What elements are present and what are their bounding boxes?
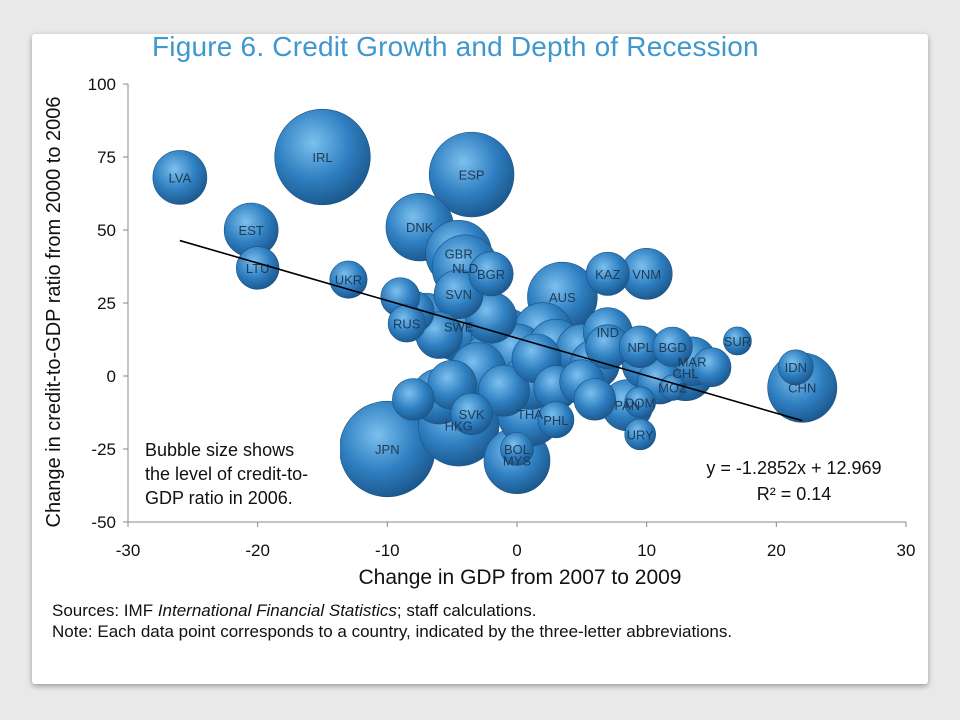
x-axis-label: Change in GDP from 2007 to 2009: [359, 566, 682, 589]
x-tick-label: 0: [512, 541, 521, 560]
bubble-label-mar: MAR: [678, 354, 707, 369]
bubble-label-bgd: BGD: [659, 340, 687, 355]
bubble: [392, 378, 435, 421]
bubble-label-sur: SUR: [724, 334, 751, 349]
y-tick-label: 100: [88, 75, 116, 94]
bubble-label-tha: THA: [517, 407, 543, 422]
bubble-dom: [624, 386, 656, 419]
bubble-rus: [387, 304, 426, 343]
bubble-phl: [537, 401, 575, 439]
x-tick-label: 30: [897, 541, 916, 560]
y-tick-label: 0: [107, 367, 116, 386]
bubble-ukr: [329, 260, 368, 299]
sources-italic: International Financial Statistics: [157, 601, 397, 620]
trend-line: [179, 239, 803, 422]
bubble: [478, 364, 530, 417]
bubble-label-bol: BOL: [504, 442, 530, 457]
bubble-label-lva: LVA: [169, 170, 192, 185]
bubble-label-mys: MYS: [503, 454, 532, 469]
annotation-line-1: Bubble size shows: [145, 440, 294, 460]
bubble-label-dnk: DNK: [406, 220, 434, 235]
bubble-label-aus: AUS: [549, 290, 576, 305]
x-tick-label: -20: [245, 541, 270, 560]
sources-line: Sources: IMF International Financial Sta…: [52, 600, 732, 621]
bubble-label-gbr: GBR: [445, 246, 473, 261]
x-tick-labels: -30 -20 -10 0 10 20 30: [116, 522, 916, 560]
note-line: Note: Each data point corresponds to a c…: [52, 622, 733, 641]
bubble-sur: [723, 326, 752, 356]
bubble-ltu: [235, 246, 280, 290]
bubble-label-rus: RUS: [393, 316, 421, 331]
bubble-bgd: [652, 326, 693, 367]
bubble-layer: [152, 108, 838, 498]
annotation-line-2: the level of credit-to-: [145, 464, 308, 484]
sources-suffix: ; staff calculations.: [396, 601, 537, 620]
bubble-label-pan: PAN: [614, 398, 640, 413]
x-tick-label: 10: [637, 541, 656, 560]
bubble-label-jpn: JPN: [375, 442, 400, 457]
y-tick-label: 25: [97, 294, 116, 313]
bubble-bgr: [468, 251, 514, 297]
trend-equation: y = -1.2852x + 12.969: [706, 458, 881, 478]
page-title: Figure 6. Credit Growth and Depth of Rec…: [152, 31, 759, 62]
x-tick-label: -10: [375, 541, 400, 560]
bubble-label-nld: NLD: [452, 261, 478, 276]
y-tick-labels: 100 75 50 25 0 -25 -50: [88, 75, 128, 532]
bubble-lva: [152, 150, 208, 205]
bubble-svk: [450, 392, 493, 436]
bubble: [691, 347, 732, 388]
bubble-size-annotation: Bubble size shows the level of credit-to…: [145, 440, 313, 508]
bubble-label-chn: CHN: [788, 381, 816, 396]
bubble-label-svk: SVK: [459, 407, 485, 422]
bubble-label-phl: PHL: [543, 413, 568, 428]
bubble-label-dom: DOM: [625, 395, 655, 410]
bubble-label-kaz: KAZ: [595, 267, 620, 282]
y-tick-label: 75: [97, 148, 116, 167]
bubble-label-ury: URY: [627, 427, 655, 442]
y-tick-label: -50: [91, 513, 116, 532]
bubble-irl: [274, 108, 371, 206]
bubble-label-chl: CHL: [673, 366, 699, 381]
bubble-label-moz: MOZ: [658, 381, 687, 396]
x-tick-label: -30: [116, 541, 141, 560]
y-tick-label: -25: [91, 440, 116, 459]
bubble-label-npl: NPL: [628, 340, 653, 355]
bubble-label-vnm: VNM: [632, 267, 661, 282]
bubble-label-svn: SVN: [445, 287, 472, 302]
equation-box: [680, 454, 906, 506]
bubble-label-esp: ESP: [459, 168, 485, 183]
bubble-label-ukr: UKR: [335, 273, 362, 288]
bubble-label-idn: IDN: [785, 360, 807, 375]
bubble-label-est: EST: [239, 223, 264, 238]
bubble-label-bgr: BGR: [477, 267, 505, 282]
figure-notes: Sources: IMF International Financial Sta…: [52, 600, 732, 642]
y-axis-label: Change in credit-to-GDP ratio from 2000 …: [43, 97, 65, 528]
bubble-kaz: [585, 251, 630, 296]
bubble-bol: [500, 432, 534, 466]
sources-prefix: Sources: IMF: [52, 601, 158, 620]
annotation-box: [138, 434, 340, 514]
y-tick-label: 50: [97, 221, 116, 240]
bubble-label-ind: IND: [597, 325, 619, 340]
trend-r-squared: R² = 0.14: [757, 484, 832, 504]
bubble-idn: [778, 349, 814, 386]
bubble: [573, 378, 616, 421]
bubble-esp: [428, 131, 515, 218]
annotation-line-3: GDP ratio in 2006.: [145, 488, 293, 508]
x-tick-label: 20: [767, 541, 786, 560]
bubble-label-irl: IRL: [312, 150, 332, 165]
bubble-label-hkg: HKG: [445, 419, 473, 434]
bubble-ury: [624, 418, 656, 451]
